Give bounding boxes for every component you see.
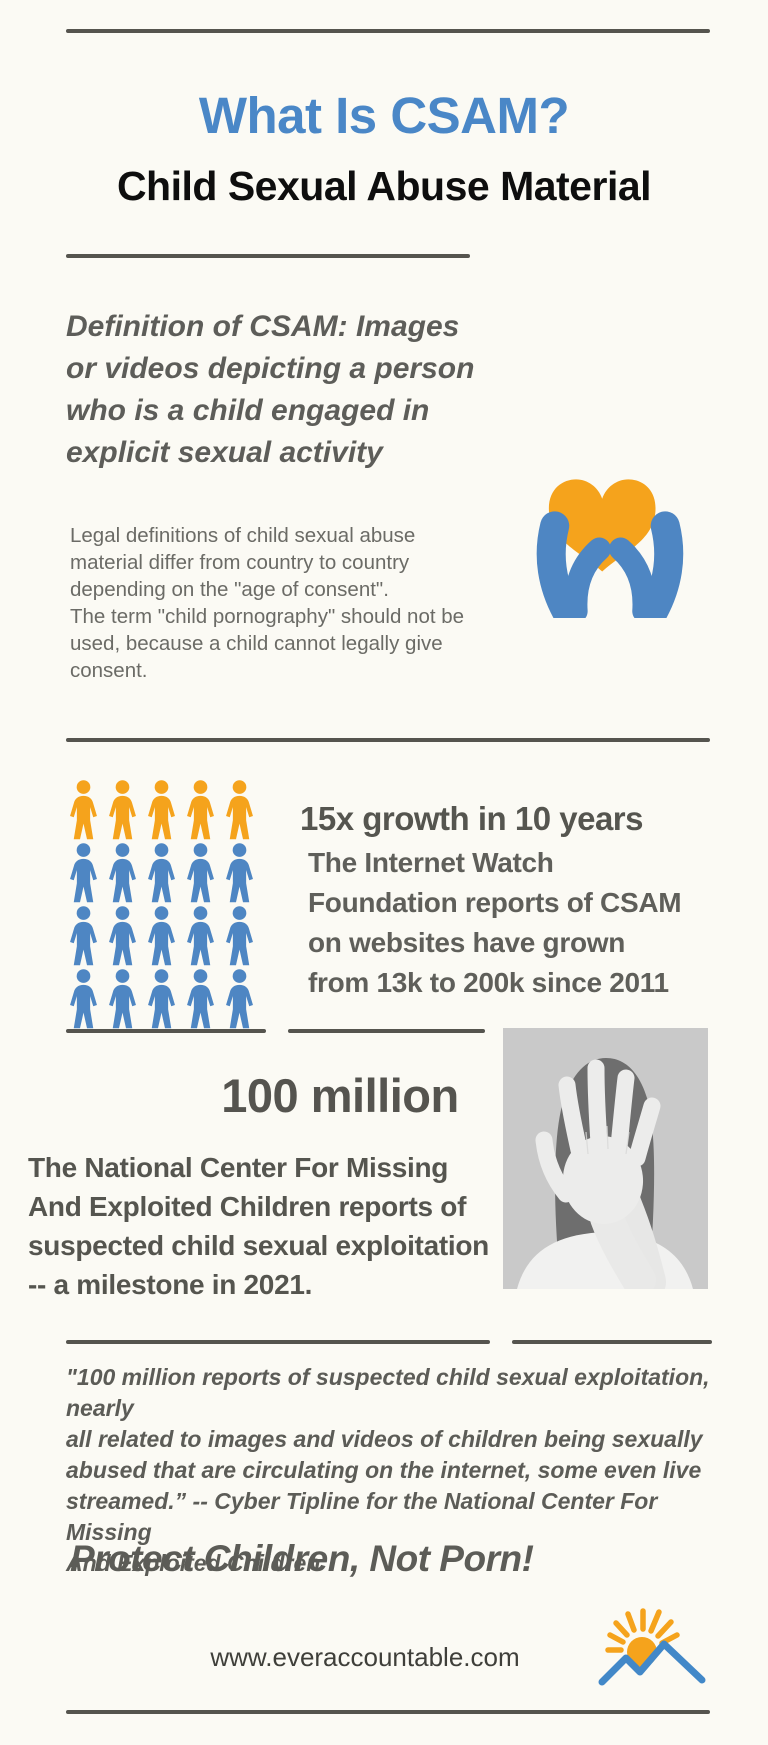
person-icon	[226, 969, 253, 1029]
pictograph-row	[64, 779, 264, 842]
grayscale-photo-woman-stop-hand	[503, 1028, 708, 1289]
person-icon	[70, 969, 97, 1029]
person-icon	[148, 906, 175, 966]
page-title: What Is CSAM?	[198, 87, 570, 144]
person-icon	[109, 906, 136, 966]
person-icon	[226, 780, 253, 840]
person-icon	[70, 780, 97, 840]
legal-definition-text: Legal definitions of child sexual abuse …	[70, 524, 465, 682]
divider-under-title	[66, 254, 470, 258]
growth-stat-text: The Internet Watch Foundation reports of…	[308, 847, 682, 998]
page-subtitle: Child Sexual Abuse Material	[116, 163, 652, 209]
person-icon	[148, 780, 175, 840]
milestone-number: 100 million	[221, 1069, 459, 1122]
growth-stat-heading: 15x growth in 10 years	[300, 800, 644, 837]
divider-top	[66, 29, 710, 33]
divider-quote-right	[512, 1340, 712, 1344]
divider-quote-left	[66, 1340, 490, 1344]
pictograph	[64, 779, 264, 1031]
hands-holding-heart-icon	[536, 479, 684, 618]
stop-hand	[535, 1059, 661, 1289]
sun-rays-icon	[605, 1608, 680, 1653]
pictograph-row	[64, 905, 264, 968]
divider-section-stats	[66, 738, 710, 742]
person-icon	[109, 969, 136, 1029]
pictograph-row	[64, 968, 264, 1031]
person-icon	[226, 906, 253, 966]
person-icon	[187, 843, 214, 903]
milestone-text: The National Center For Missing And Expl…	[28, 1152, 489, 1300]
pictograph-row	[64, 842, 264, 905]
person-icon	[109, 843, 136, 903]
divider-pictograph-base	[66, 1029, 266, 1033]
website-url: www.everaccountable.com	[210, 1642, 520, 1672]
quote-text: "100 million reports of suspected child …	[66, 1364, 710, 1576]
person-icon	[187, 780, 214, 840]
person-icon	[109, 780, 136, 840]
divider-mid-segment	[288, 1029, 485, 1033]
person-icon	[148, 843, 175, 903]
person-icon	[70, 906, 97, 966]
person-icon	[148, 969, 175, 1029]
slogan-text: Protect Children, Not Porn!	[70, 1538, 534, 1579]
sun-over-mountains-logo	[598, 1608, 706, 1686]
hands-icon	[536, 511, 684, 618]
person-icon	[226, 843, 253, 903]
divider-bottom	[66, 1710, 710, 1714]
person-icon	[70, 843, 97, 903]
person-icon	[187, 906, 214, 966]
person-icon	[187, 969, 214, 1029]
mountains-icon	[598, 1640, 706, 1686]
definition-text: Definition of CSAM: Images or videos dep…	[66, 310, 475, 469]
